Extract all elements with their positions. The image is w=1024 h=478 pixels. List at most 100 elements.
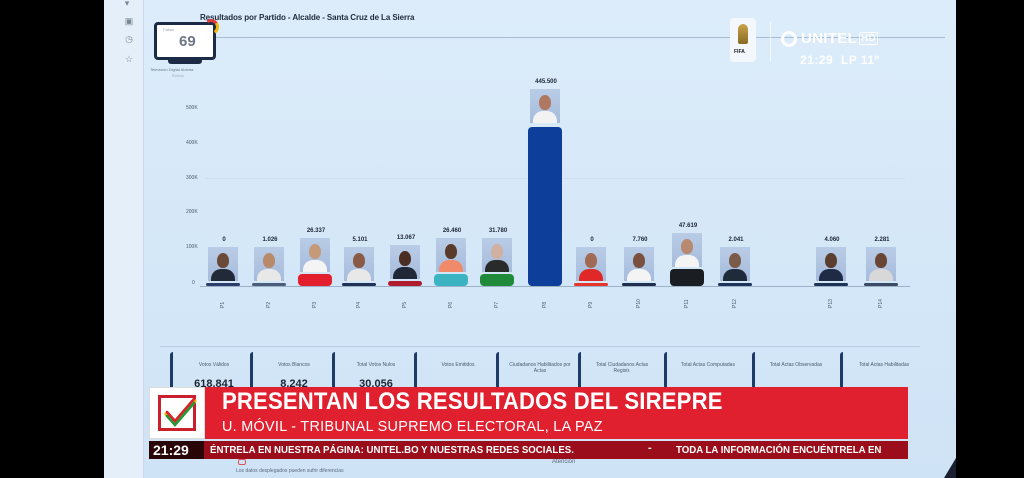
bar[interactable] xyxy=(434,274,468,286)
ballot-check-icon xyxy=(158,395,197,431)
bar[interactable] xyxy=(574,283,608,286)
bar-value-label: 0 xyxy=(222,237,226,243)
x-tick-label: P11 xyxy=(684,299,690,308)
bar-value-label: 2.281 xyxy=(874,237,890,243)
x-tick-label: P8 xyxy=(542,301,548,308)
x-tick-label: P1 xyxy=(220,301,226,308)
candidate-photo xyxy=(720,247,750,281)
bar[interactable] xyxy=(670,269,704,286)
bar-value-label: 7.760 xyxy=(632,237,648,243)
candidate-photo xyxy=(344,247,374,281)
bar-group[interactable]: 0 P9 xyxy=(572,0,612,340)
bar[interactable] xyxy=(718,283,752,286)
y-tick-100k: 100K xyxy=(186,244,198,250)
bar-group[interactable]: 26.337 P3 xyxy=(296,0,336,340)
tv-caption: Televisión Digital Abierta xyxy=(150,67,194,72)
x-tick-label: P13 xyxy=(828,299,834,308)
bar[interactable] xyxy=(252,283,286,286)
star-icon[interactable]: ☆ xyxy=(124,54,134,64)
bar-value-label: 445.500 xyxy=(535,79,557,86)
x-tick-label: P3 xyxy=(312,301,318,308)
bar-value-label: 0 xyxy=(590,237,594,243)
candidate-photo xyxy=(672,233,702,268)
bar-value-label: 26.460 xyxy=(442,228,462,234)
candidate-photo xyxy=(482,238,512,272)
candidate-photo xyxy=(436,238,466,272)
x-tick-label: P7 xyxy=(494,301,500,308)
ticker-text: ÉNTRELA EN NUESTRA PÁGINA: UNITEL.BO Y N… xyxy=(210,444,574,456)
bar-group[interactable]: 13.067 P5 xyxy=(386,0,426,340)
bar-group[interactable]: 47.619 P11 xyxy=(668,0,708,340)
tv-digital-logo: Faltan 69 xyxy=(154,17,221,60)
summary-card: Votos Válidos 618.841 xyxy=(170,352,250,392)
bar[interactable] xyxy=(480,274,514,286)
location-temp: LP 11° xyxy=(840,53,880,67)
summary-card: Total Votos Nulos 30.056 xyxy=(332,352,412,392)
bar-group[interactable]: 445.500 P8 xyxy=(526,0,566,340)
bar[interactable] xyxy=(206,283,240,286)
candidate-photo xyxy=(208,247,238,281)
summary-card-label: Votos Blancos xyxy=(278,362,310,368)
summary-card-label: Votos Válidos xyxy=(198,362,230,368)
candidate-photo xyxy=(254,247,284,281)
candidate-photo xyxy=(300,238,330,272)
bar-group[interactable]: 2.041 P12 xyxy=(716,0,756,340)
headline: PRESENTAN LOS RESULTADOS DEL SIREPRE xyxy=(222,388,723,415)
bar[interactable] xyxy=(388,281,422,286)
countdown-days: 69 xyxy=(179,33,196,50)
ticker-text-next: TODA LA INFORMACIÓN ENCUÉNTRELA EN xyxy=(676,444,882,456)
bar-value-label: 47.619 xyxy=(678,223,698,230)
summary-card-label: Total Actas Computadas xyxy=(681,362,735,368)
bar-group[interactable]: 1.026 P2 xyxy=(250,0,290,340)
bar-group[interactable]: 2.281 P14 xyxy=(862,0,902,340)
candidate-photo xyxy=(816,247,846,281)
bar-group[interactable]: 5.101 P4 xyxy=(340,0,380,340)
stats-divider xyxy=(160,346,920,347)
bar-value-label: 26.337 xyxy=(306,228,326,234)
bar-group[interactable]: 0 P1 xyxy=(204,0,244,340)
bar-group[interactable]: 4.060 P13 xyxy=(812,0,852,340)
pin-icon[interactable]: ▾ xyxy=(124,0,130,8)
summary-card-label: Votos Emitidos xyxy=(441,362,475,368)
hd-badge: HD xyxy=(858,32,879,45)
bar-group[interactable]: 7.760 P10 xyxy=(620,0,660,340)
bar-group[interactable]: 31.780 P7 xyxy=(478,0,518,340)
candidate-photo xyxy=(530,89,560,124)
channel-name: UNITEL xyxy=(801,30,857,47)
tablet-icon[interactable]: ▣ xyxy=(124,16,134,26)
bar-value-label: 2.041 xyxy=(728,237,744,243)
bar[interactable] xyxy=(814,283,848,286)
lower-third-banner xyxy=(205,387,908,439)
bar[interactable] xyxy=(342,283,376,286)
screen-corner xyxy=(944,458,956,478)
countdown-label: Faltan xyxy=(163,27,175,32)
summary-card: Total Actas Observadas xyxy=(752,352,832,392)
alert-label: Atención xyxy=(552,459,576,465)
x-tick-label: P9 xyxy=(588,301,594,308)
candidate-photo xyxy=(866,247,896,281)
channel-logo: UNITEL HD xyxy=(781,30,879,47)
chart-title: Resultados por Partido - Alcalde - Santa… xyxy=(200,13,415,22)
world-cup-trophy-icon: FIFA xyxy=(730,18,756,62)
bar[interactable] xyxy=(528,127,562,286)
summary-card-label: Total Actas Observadas xyxy=(769,362,823,368)
bar-group[interactable]: 26.460 P6 xyxy=(432,0,472,340)
tv-stand xyxy=(168,60,202,64)
bar[interactable] xyxy=(298,274,332,286)
summary-card-label: Ciudadanos Habilitados por Actas xyxy=(509,362,571,374)
bar[interactable] xyxy=(622,283,656,286)
bar-value-label: 4.060 xyxy=(824,237,840,243)
clock-icon[interactable]: ◷ xyxy=(125,34,133,44)
bar-value-label: 31.780 xyxy=(488,228,508,234)
fifa-badge: FIFA xyxy=(734,49,745,55)
y-tick-300k: 300K xyxy=(186,175,198,181)
candidate-photo xyxy=(624,247,654,281)
y-tick-500k: 500K xyxy=(186,105,198,111)
bar-value-label: 1.026 xyxy=(262,237,278,243)
summary-card-label: Total Votos Nulos xyxy=(356,362,396,368)
candidate-photo xyxy=(390,245,420,280)
bar[interactable] xyxy=(864,283,898,286)
ticker-separator: - xyxy=(648,442,652,454)
x-tick-label: P6 xyxy=(448,301,454,308)
summary-card: Total Actas Computadas xyxy=(664,352,744,392)
